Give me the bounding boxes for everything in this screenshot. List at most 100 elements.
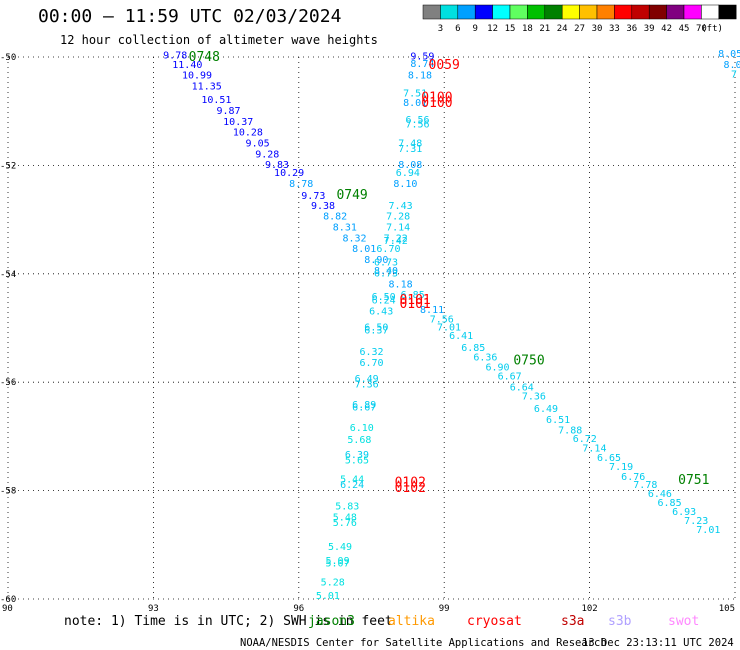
legend-swatch — [666, 4, 685, 20]
pass-time-label: 0750 — [513, 354, 544, 369]
wave-height-point: 7 — [731, 70, 737, 81]
pass-time-label: 0748 — [189, 50, 220, 65]
wave-height-point: 6.70 — [376, 244, 400, 255]
wave-height-point: 5.83 — [335, 502, 359, 513]
satellite-name: s3a — [561, 614, 584, 629]
x-tick-label: 90 — [2, 604, 13, 614]
wave-height-point: 6.49 — [355, 374, 379, 385]
wave-height-point: 7.43 — [389, 201, 413, 212]
x-tick-label: 96 — [293, 604, 304, 614]
pass-time-label: 0100 — [421, 96, 452, 111]
legend-swatch — [701, 4, 720, 20]
wave-height-point: 10.37 — [223, 117, 253, 128]
pass-time-label: 0102 — [395, 481, 426, 496]
wave-height-point: 7.28 — [386, 212, 410, 223]
wave-height-point: 6.67 — [352, 402, 376, 413]
legend-label: 18 — [522, 24, 533, 34]
x-tick-label: 93 — [148, 604, 159, 614]
wave-height-point: 9.87 — [216, 106, 240, 117]
wave-height-point: 8.18 — [408, 71, 432, 82]
wave-height-point: 8.90 — [364, 255, 388, 266]
wave-height-point: 7.14 — [386, 222, 410, 233]
wave-height-point: 5.65 — [345, 456, 369, 467]
wave-height-point: 6.67 — [498, 371, 522, 382]
wave-height-point: 8.0 — [724, 60, 740, 71]
satellite-name: jason3 — [308, 614, 355, 629]
wave-height-point: 5.09 — [326, 556, 350, 567]
wave-height-point: 6.72 — [573, 434, 597, 445]
wave-height-point: 9.78 — [163, 51, 187, 62]
satellite-name: s3b — [608, 614, 632, 629]
footer-note: note: 1) Time is in UTC; 2) SWH is in fe… — [64, 614, 393, 629]
wave-height-point: 6.64 — [510, 382, 534, 393]
pass-time-label: 0751 — [678, 473, 709, 488]
legend-swatch — [457, 4, 476, 20]
wave-height-point: 5.44 — [340, 474, 364, 485]
y-tick-label: -50 — [0, 53, 16, 63]
wave-height-point: 7.42 — [384, 236, 408, 247]
wave-height-point: 7.14 — [582, 444, 606, 455]
legend-label: 9 — [472, 24, 477, 34]
wave-height-point: 7.36 — [355, 380, 379, 391]
wave-height-point: 8.82 — [323, 212, 347, 223]
wave-height-point: 6.85 — [658, 498, 682, 509]
legend-swatch — [718, 4, 737, 20]
wave-height-point: 9.05 — [246, 138, 270, 149]
wave-height-point: 6.24 — [372, 296, 396, 307]
wave-height-point: 7.88 — [558, 426, 582, 437]
legend-unit: (ft) — [701, 24, 723, 34]
wave-height-point: 5.28 — [321, 577, 345, 588]
wave-height-point: 9.28 — [255, 149, 279, 160]
legend-swatch — [440, 4, 459, 20]
pass-time-label: 0101 — [399, 297, 430, 312]
wave-height-point: 8.40 — [374, 266, 398, 277]
wave-height-point: 7.48 — [398, 138, 422, 149]
wave-height-point: 6.70 — [359, 358, 383, 369]
legend-swatch — [509, 4, 528, 20]
wave-height-point: 8.74 — [410, 59, 434, 70]
wave-height-point: 6.73 — [374, 269, 398, 280]
x-tick-label: 99 — [439, 604, 450, 614]
wave-height-point: 8.78 — [289, 179, 313, 190]
wave-height-point: 6.46 — [648, 489, 672, 500]
x-axis-ticks: 90 93 96 99 102 105 — [2, 604, 735, 614]
chart-grid — [7, 56, 736, 600]
wave-height-point: 6.85 — [461, 343, 485, 354]
wave-height-point: 8.01 — [352, 244, 376, 255]
wave-height-point: 6.50 — [364, 323, 388, 334]
wave-height-point: 7.51 — [403, 89, 427, 100]
wave-height-point: 6.24 — [340, 480, 364, 491]
wave-height-point: 10.28 — [233, 128, 263, 139]
wave-height-point: 6.93 — [672, 507, 696, 518]
wave-height-point: 7.01 — [696, 525, 720, 536]
wave-height-point: 6.39 — [345, 450, 369, 461]
legend-swatch — [527, 4, 546, 20]
wave-height-point: 8.10 — [393, 179, 417, 190]
wave-height-point: 9.83 — [265, 160, 289, 171]
y-tick-label: -58 — [0, 487, 16, 497]
x-tick-label: 105 — [719, 604, 735, 614]
satellite-legend: jason3 altika cryosat s3a s3b swot — [308, 614, 699, 629]
legend-swatch — [683, 4, 702, 20]
wave-height-point: 6.10 — [350, 423, 374, 434]
wave-height-point: 5.76 — [333, 518, 357, 529]
legend-label: 70 — [696, 24, 707, 34]
pass-time-label: 0749 — [336, 188, 367, 203]
y-tick-label: -54 — [0, 270, 16, 280]
y-tick-label: -52 — [0, 161, 16, 171]
wave-height-point: 7.56 — [405, 119, 429, 130]
wave-height-point: 9.38 — [311, 201, 335, 212]
legend-label: 33 — [609, 24, 620, 34]
wave-height-point: 8.18 — [389, 279, 413, 290]
wave-height-point: 7.36 — [522, 392, 546, 403]
legend-label: 42 — [661, 24, 672, 34]
wave-height-point: 6.43 — [369, 306, 393, 317]
pass-time-label: 0100 — [421, 91, 452, 106]
wave-height-point: 6.94 — [396, 168, 420, 179]
legend-label: 39 — [644, 24, 655, 34]
wave-height-point: 6.85 — [401, 290, 425, 301]
pass-time-label: 0101 — [399, 293, 430, 308]
color-scale-legend: 3 6 9 12 15 18 21 24 27 30 33 36 39 42 45 70(ft) — [422, 4, 737, 34]
wave-height-point: 7.23 — [684, 516, 708, 527]
